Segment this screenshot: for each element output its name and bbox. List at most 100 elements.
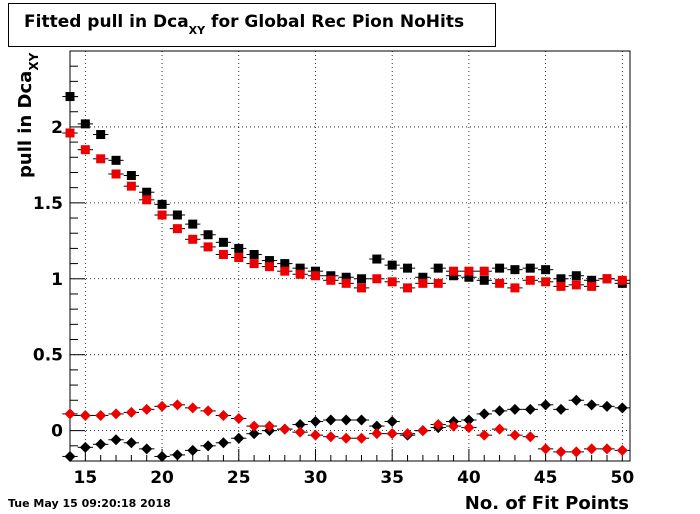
data-point xyxy=(541,265,551,275)
data-point xyxy=(402,428,414,440)
data-point xyxy=(525,263,535,273)
data-point xyxy=(110,408,122,420)
data-point xyxy=(96,130,106,140)
data-point xyxy=(357,274,367,284)
data-point xyxy=(495,263,505,273)
data-point xyxy=(510,283,520,293)
y-tick-label-2: 1 xyxy=(51,270,63,290)
data-point xyxy=(202,440,214,452)
data-point xyxy=(341,272,351,282)
data-point xyxy=(218,237,228,247)
y-axis-title-main: pull in Dca xyxy=(15,71,36,178)
data-point xyxy=(279,423,291,435)
data-point xyxy=(449,271,459,281)
data-point xyxy=(264,256,274,266)
data-point xyxy=(203,230,213,240)
axes: 15 20 25 30 35 40 45 50 0 0.5 1 1.5 2 xyxy=(33,50,634,488)
data-point xyxy=(79,441,91,453)
data-point xyxy=(157,199,167,209)
data-point xyxy=(417,425,429,437)
x-tick-label-6: 45 xyxy=(534,468,558,488)
data-point xyxy=(126,171,136,181)
chart-title-main: Fitted pull in Dca xyxy=(24,12,189,32)
data-point xyxy=(403,263,413,273)
data-point xyxy=(601,400,613,412)
data-point xyxy=(371,428,383,440)
data-point xyxy=(142,195,152,205)
series-0 xyxy=(62,92,630,288)
data-point xyxy=(188,234,198,244)
data-point xyxy=(202,405,214,417)
data-point xyxy=(309,416,321,428)
data-point xyxy=(433,263,443,273)
data-point xyxy=(310,271,320,281)
data-point xyxy=(601,443,613,455)
data-point xyxy=(509,403,521,415)
data-point xyxy=(217,437,229,449)
data-point xyxy=(479,266,489,276)
data-point xyxy=(326,275,336,285)
data-point xyxy=(387,260,397,270)
data-point xyxy=(294,419,306,431)
data-point xyxy=(80,119,90,129)
data-point xyxy=(95,438,107,450)
data-point xyxy=(541,277,551,287)
data-point xyxy=(586,399,598,411)
chart-title-rest: for Global Rec Pion NoHits xyxy=(205,12,464,32)
data-point xyxy=(325,431,337,443)
data-series xyxy=(62,92,630,462)
data-point xyxy=(540,443,552,455)
data-point xyxy=(478,408,490,420)
data-point xyxy=(233,412,245,424)
data-point xyxy=(464,266,474,276)
y-tick-label-3: 1.5 xyxy=(33,194,63,214)
data-point xyxy=(125,406,137,418)
timestamp: Tue May 15 09:20:18 2018 xyxy=(8,497,171,510)
data-point xyxy=(280,259,290,269)
data-point xyxy=(555,446,567,458)
series-3 xyxy=(62,399,630,458)
data-point xyxy=(571,280,581,290)
grid-lines xyxy=(70,51,630,461)
data-point xyxy=(494,405,506,417)
data-point xyxy=(218,249,228,259)
data-point xyxy=(172,224,182,234)
data-point xyxy=(142,187,152,197)
data-point xyxy=(386,416,398,428)
y-tick-label-4: 2 xyxy=(51,118,63,138)
data-point xyxy=(556,281,566,291)
data-point xyxy=(463,414,475,426)
data-point xyxy=(65,128,75,138)
data-point xyxy=(234,243,244,253)
data-point xyxy=(386,428,398,440)
data-point xyxy=(325,414,337,426)
data-point xyxy=(111,155,121,165)
data-point xyxy=(356,414,368,426)
data-point xyxy=(556,274,566,284)
data-point xyxy=(495,278,505,288)
data-point xyxy=(449,266,459,276)
series-2 xyxy=(62,394,630,462)
data-point xyxy=(171,449,183,461)
data-point xyxy=(295,263,305,273)
data-point xyxy=(157,210,167,220)
data-point xyxy=(80,145,90,155)
data-point xyxy=(171,399,183,411)
data-point xyxy=(372,254,382,264)
data-point xyxy=(387,277,397,287)
x-tick-label-2: 25 xyxy=(227,468,251,488)
data-point xyxy=(172,210,182,220)
data-point xyxy=(248,420,260,432)
data-point xyxy=(294,426,306,438)
data-point xyxy=(464,272,474,282)
data-point xyxy=(64,450,76,462)
data-point xyxy=(524,403,536,415)
data-point xyxy=(494,423,506,435)
data-point xyxy=(96,154,106,164)
title-box xyxy=(8,3,496,47)
data-point xyxy=(525,275,535,285)
data-point xyxy=(587,275,597,285)
plot-frame xyxy=(69,50,631,462)
data-point xyxy=(249,249,259,259)
data-point xyxy=(156,450,168,462)
